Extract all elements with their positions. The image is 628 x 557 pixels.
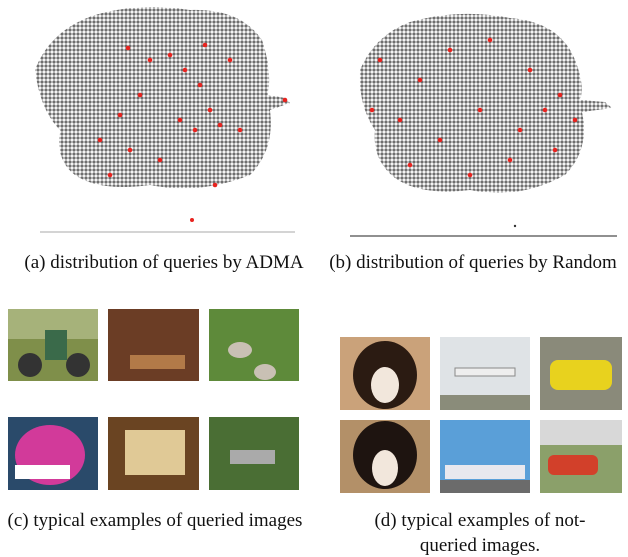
caption-b: (b) distribution of queries by Random [329,252,617,273]
scatter-b [350,13,617,237]
caption-d: (d) typical examples of not-queried imag… [374,510,586,556]
caption-a: (a) distribution of queries by ADMA [24,252,304,273]
caption-c: (c) typical examples of queried images [7,510,303,531]
photos-not-queried [340,337,622,493]
photos-queried [8,309,299,490]
scatter-a [35,6,295,233]
